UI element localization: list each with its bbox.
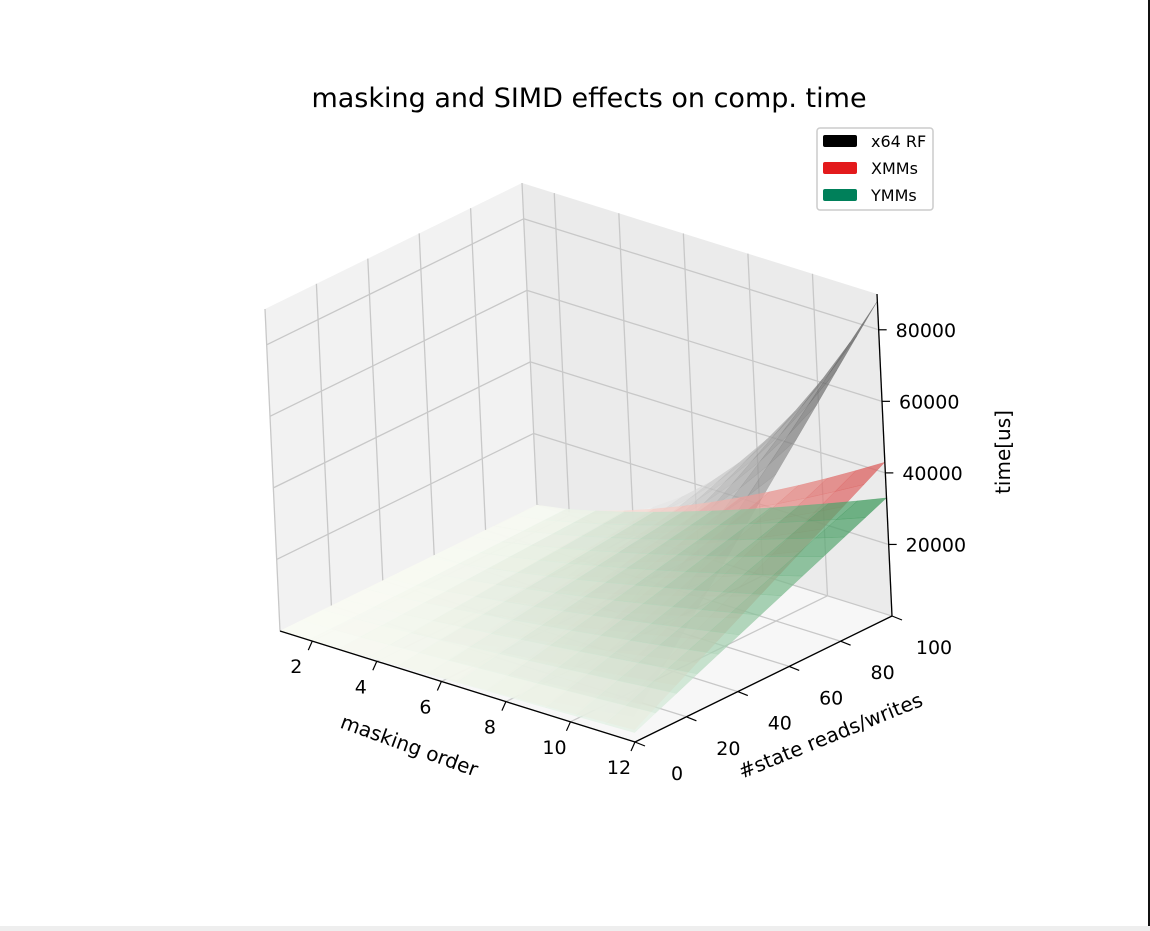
x-tick-label: 4 [355, 676, 367, 698]
legend-swatch-ymms [823, 189, 857, 201]
data-surfaces [279, 301, 888, 733]
y-grid-left [315, 283, 333, 606]
legend-label-xmms: XMMs [871, 159, 918, 178]
legend: x64 RF XMMs YMMs [816, 127, 934, 211]
y-tick-mark [891, 615, 903, 621]
surface-cell [604, 705, 657, 733]
y-tick-label: 100 [916, 637, 952, 659]
y-grid-left [469, 208, 487, 531]
z-grid-back [523, 218, 879, 331]
x-tick-label: 12 [607, 757, 631, 779]
y-grid-left [418, 233, 435, 556]
surface-ymms [279, 497, 888, 733]
y-tick-label: 0 [671, 763, 683, 785]
legend-label-ymms: YMMs [870, 186, 917, 205]
x-tick-mark [307, 640, 313, 651]
x-tick-label: 8 [484, 717, 496, 739]
z-grid-left [266, 218, 524, 346]
window-border [1148, 0, 1150, 931]
legend-items: x64 RF XMMs YMMs [823, 132, 926, 205]
x-tick-labels: 2 4 6 8 10 12 [290, 640, 636, 779]
legend-swatch-x64-rf [823, 135, 857, 147]
x-tick-mark [565, 721, 572, 732]
y-axis-line [634, 615, 893, 743]
z-grid-left [276, 432, 534, 561]
chart-title: masking and SIMD effects on comp. time [311, 83, 866, 114]
x-grid-back [618, 213, 635, 536]
x-tick-mark [501, 701, 507, 711]
x-axis-label: masking order [337, 709, 482, 781]
z-tick-label: 80000 [896, 320, 956, 342]
legend-label-x64-rf: x64 RF [871, 132, 926, 151]
legend-swatch-xmms [823, 162, 857, 174]
z-grid-back [530, 361, 886, 474]
y-tick-label: 40 [768, 713, 792, 735]
y-grid-left [264, 308, 281, 632]
z-tick-labels: 20000 40000 60000 80000 [878, 320, 966, 556]
x-tick-label: 10 [542, 737, 566, 759]
y-tick-mark [788, 665, 800, 671]
left-pane [265, 183, 537, 631]
y-tick-label: 20 [716, 738, 740, 760]
y-tick-mark [634, 741, 646, 747]
x-tick-label: 6 [419, 696, 431, 718]
y-tick-mark [840, 640, 851, 646]
x-axis-line [279, 630, 636, 743]
x-grid-back [553, 193, 570, 516]
y-tick-mark [737, 691, 749, 697]
x-tick-mark [372, 661, 378, 671]
z-grid-left [273, 361, 531, 489]
z-grid-left [269, 289, 528, 417]
z-axis-line [876, 293, 893, 617]
z-tick-label: 20000 [906, 534, 966, 556]
z-tick-label: 60000 [899, 391, 959, 413]
axis-lines [279, 293, 893, 743]
y-tick-label: 80 [871, 662, 895, 684]
y-tick-label: 60 [819, 687, 843, 709]
y-grid-left [367, 258, 384, 581]
y-tick-mark [686, 716, 697, 722]
x-tick-label: 2 [290, 656, 302, 678]
bottom-strip [0, 926, 1150, 931]
x-tick-mark [436, 681, 442, 691]
y-tick-labels: 0 20 40 60 80 100 [634, 615, 952, 785]
y-grid-left [521, 182, 538, 506]
z-axis-label: time[us] [991, 410, 1015, 494]
x-tick-mark [630, 741, 636, 752]
z-tick-label: 40000 [902, 463, 962, 485]
